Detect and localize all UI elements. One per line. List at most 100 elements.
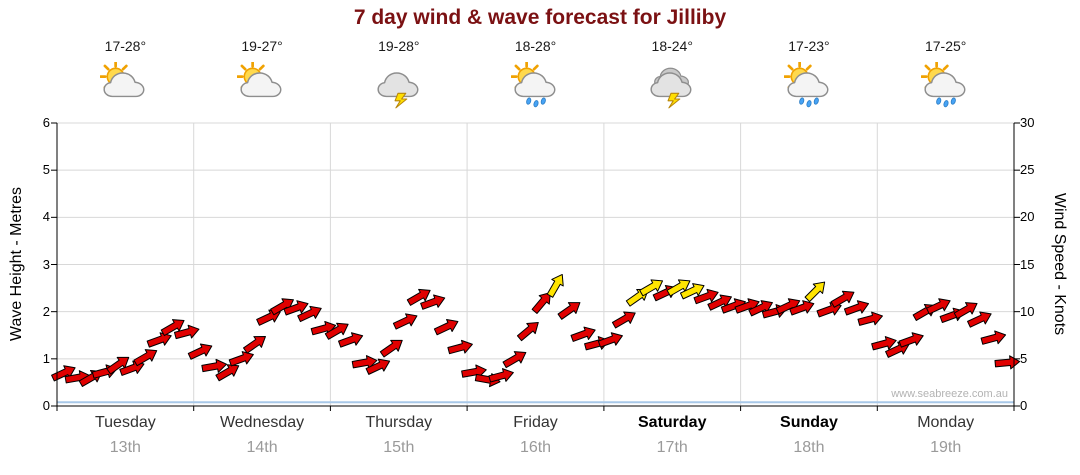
wind-arrow (173, 324, 200, 340)
wave-axis-tick-label: 1 (42, 350, 50, 366)
temperature-range: 17-23° (788, 38, 830, 54)
wind-arrow (270, 298, 294, 316)
wave-axis-tick-label: 3 (42, 256, 50, 272)
day-date: 18th (793, 439, 825, 456)
wind-arrow (639, 279, 664, 297)
wind-arrow (557, 302, 581, 320)
storm-clouds-icon (604, 62, 741, 112)
wind-arrow (597, 332, 623, 348)
day-footer: Sunday 18th (741, 414, 878, 457)
wind-arrow (228, 351, 254, 367)
wind-arrow (379, 339, 403, 358)
wind-arrow (187, 343, 213, 360)
wave-axis-tick-label: 5 (42, 162, 50, 178)
sun-cloud-icon (194, 60, 331, 112)
watermark: www.seabreeze.com.au (891, 388, 1008, 400)
day-name: Monday (917, 414, 975, 431)
day-footer: Friday 16th (467, 414, 604, 457)
wind-arrow (693, 288, 719, 305)
sun-cloud-rain-icon (877, 60, 1014, 112)
wind-arrow (679, 283, 705, 300)
wind-axis-tick-label: 25 (1020, 162, 1035, 178)
sun-cloud-rain-icon (783, 60, 829, 108)
wind-arrow (994, 355, 1021, 370)
wind-axis-label: Wind Speed - Knots (1051, 192, 1068, 336)
wind-arrow (297, 305, 322, 323)
temperature-range: 17-28° (104, 38, 147, 54)
wind-axis-tick-label: 15 (1020, 256, 1035, 272)
wind-arrow (611, 311, 636, 329)
sun-cloud-rain-icon (919, 60, 966, 108)
day-header: 17-28° (57, 38, 194, 112)
wind-arrow (789, 300, 815, 316)
wind-arrow (351, 355, 378, 370)
sun-cloud-rain-icon (467, 60, 604, 112)
sun-cloud-icon (57, 60, 194, 112)
day-name: Friday (513, 414, 558, 431)
wind-arrow (406, 288, 431, 306)
wave-axis-tick-label: 4 (42, 209, 50, 225)
day-footer: Wednesday 14th (194, 414, 331, 457)
day-header: 19-28° (330, 38, 467, 112)
wave-axis-tick-label: 0 (42, 398, 50, 413)
day-footer: Monday 19th (877, 414, 1014, 457)
wind-arrow (666, 279, 691, 297)
day-name: Thursday (365, 414, 433, 431)
wind-arrow (365, 358, 391, 375)
storm-clouds-icon (650, 67, 692, 109)
day-name: Sunday (780, 414, 838, 431)
day-date: 15th (383, 439, 415, 456)
storm-cloud-icon (330, 62, 467, 112)
wind-arrow (106, 356, 130, 375)
wind-arrow (201, 358, 228, 373)
sun-cloud-icon (99, 60, 145, 98)
wind-axis-tick-label: 20 (1020, 209, 1035, 225)
day-header: 18-28° (467, 38, 604, 112)
day-date: 19th (930, 439, 962, 456)
day-footers: Tuesday 13th Wednesday 14th Thursday 15t… (57, 414, 1014, 457)
wind-arrow (830, 290, 855, 308)
day-name: Wednesday (219, 414, 305, 431)
wind-arrow (953, 302, 978, 320)
wave-axis-tick-label: 6 (42, 115, 50, 130)
wind-arrow (488, 368, 514, 383)
wave-axis-tick-label: 2 (42, 303, 50, 319)
wind-axis-tick-label: 30 (1020, 115, 1035, 130)
day-header: 17-23° (741, 38, 878, 112)
wind-arrow (967, 311, 992, 328)
wind-arrow (898, 332, 924, 348)
wind-arrow (283, 300, 309, 316)
day-header: 18-24° (604, 38, 741, 112)
wind-axis-tick-label: 5 (1020, 350, 1028, 366)
sun-cloud-icon (236, 60, 282, 98)
wind-arrow (146, 332, 172, 348)
temperature-range: 18-28° (514, 38, 557, 54)
wind-arrow (243, 336, 266, 354)
day-date: 14th (246, 439, 278, 456)
day-footer: Thursday 15th (330, 414, 467, 457)
wind-arrow (570, 326, 596, 342)
wind-arrow (433, 319, 459, 336)
day-date: 17th (656, 439, 688, 456)
wind-arrow (843, 300, 870, 316)
wind-arrow (447, 339, 473, 355)
wind-arrow (160, 319, 185, 337)
wind-arrow (420, 294, 446, 310)
wind-arrow (804, 281, 826, 303)
day-name: Tuesday (94, 414, 156, 431)
wind-arrow (871, 336, 897, 351)
wind-arrow (502, 351, 527, 369)
wind-arrow (392, 313, 418, 330)
temperature-range: 18-24° (651, 38, 693, 54)
day-header: 19-27° (194, 38, 331, 112)
day-footer: Tuesday 13th (57, 414, 194, 457)
wind-axis-tick-label: 10 (1020, 303, 1035, 319)
wind-arrow (980, 330, 1007, 345)
day-header: 17-25° (877, 38, 1014, 112)
wind-arrow (926, 298, 951, 315)
wind-arrow (857, 311, 883, 326)
wind-arrow (338, 332, 364, 348)
wind-arrow (546, 273, 564, 298)
